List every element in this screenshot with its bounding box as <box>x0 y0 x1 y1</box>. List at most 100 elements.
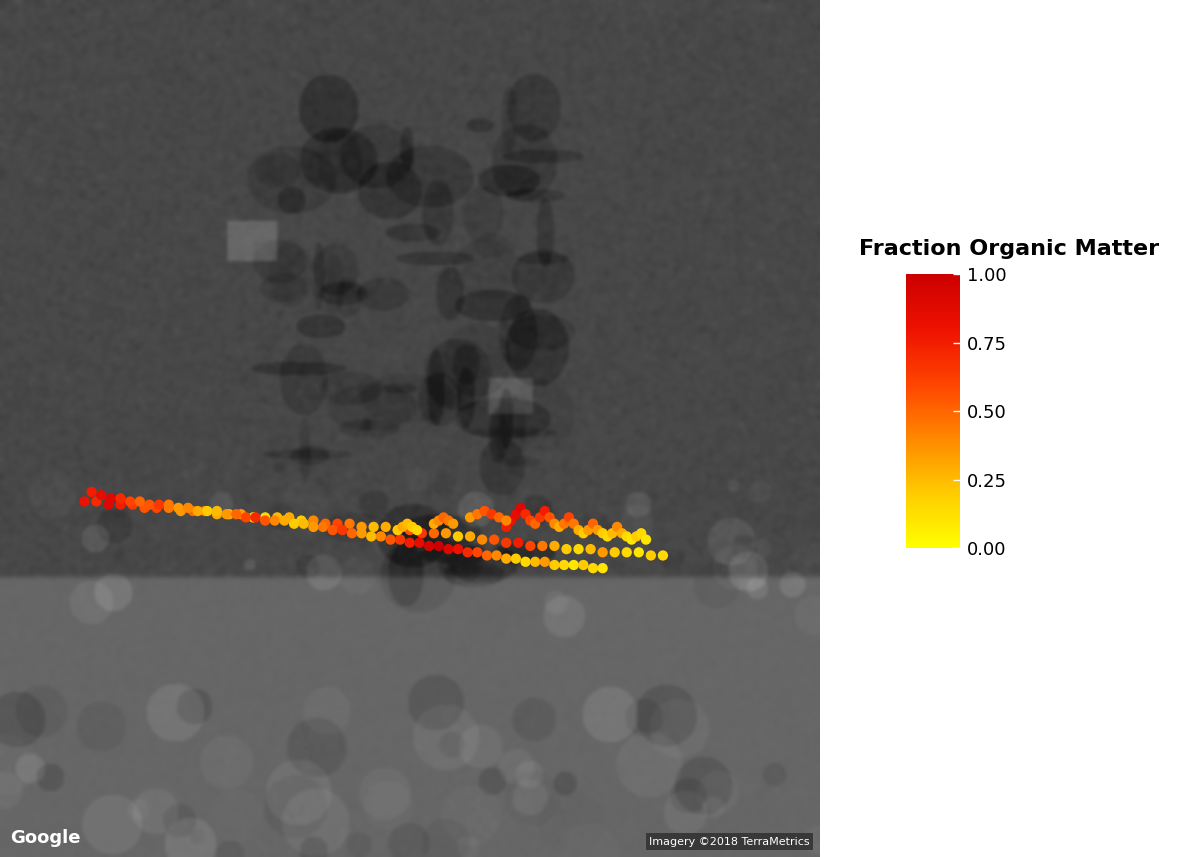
Point <box>629 545 648 559</box>
Point <box>304 520 323 534</box>
Point <box>110 491 130 505</box>
Text: Google: Google <box>10 829 80 847</box>
Point <box>425 517 444 530</box>
Point <box>468 507 487 521</box>
Point <box>502 513 521 527</box>
Point <box>380 533 400 547</box>
Point <box>294 517 313 530</box>
Point <box>550 520 569 534</box>
Point <box>400 536 419 549</box>
Point <box>101 491 120 505</box>
Point <box>403 520 422 534</box>
Point <box>574 526 593 540</box>
Point <box>390 533 409 547</box>
Point <box>468 545 487 559</box>
Point <box>172 504 191 518</box>
Point <box>583 561 602 575</box>
Point <box>506 552 526 566</box>
Point <box>612 526 631 540</box>
Point <box>516 555 535 569</box>
Point <box>430 513 449 527</box>
Point <box>461 530 480 543</box>
Point <box>388 524 407 537</box>
Point <box>304 513 323 527</box>
Point <box>439 542 458 556</box>
Point <box>217 507 236 521</box>
Point <box>593 545 612 559</box>
Point <box>516 507 535 521</box>
Point <box>530 511 550 524</box>
Point <box>511 501 530 515</box>
Point <box>196 504 215 518</box>
Point <box>256 513 275 527</box>
Point <box>437 526 456 540</box>
Point <box>574 558 593 572</box>
Point <box>439 513 458 527</box>
Point <box>497 520 516 534</box>
Point <box>292 513 311 527</box>
Point <box>284 517 304 530</box>
Point <box>361 530 380 543</box>
Point <box>376 520 395 534</box>
Point <box>340 517 359 530</box>
Point <box>150 498 169 512</box>
Point <box>478 548 497 562</box>
Point <box>569 524 588 537</box>
Point <box>535 555 554 569</box>
Point <box>449 542 468 556</box>
Point <box>388 524 407 537</box>
Point <box>602 526 622 540</box>
Point <box>236 511 256 524</box>
Point <box>490 511 509 524</box>
Point <box>413 526 432 540</box>
Point <box>545 539 564 553</box>
Point <box>227 507 246 521</box>
Point <box>256 511 275 524</box>
Point <box>497 513 516 527</box>
Point <box>208 507 227 521</box>
Point <box>578 524 598 537</box>
Point <box>526 555 545 569</box>
Point <box>364 520 383 534</box>
Point <box>588 524 607 537</box>
Point <box>352 520 371 534</box>
Point <box>246 511 265 524</box>
Point <box>641 548 660 562</box>
Point <box>475 504 494 518</box>
Point <box>497 552 516 566</box>
Point <box>82 485 101 499</box>
Point <box>122 498 142 512</box>
Point <box>169 501 188 515</box>
Point <box>98 498 118 512</box>
Point <box>323 524 342 537</box>
Point <box>268 511 287 524</box>
Point <box>458 545 478 559</box>
Point <box>559 511 578 524</box>
Point <box>420 539 439 553</box>
Point <box>540 511 559 524</box>
Point <box>598 530 617 543</box>
Point <box>487 548 506 562</box>
Point <box>184 504 203 518</box>
Point <box>316 517 335 530</box>
Point <box>607 520 626 534</box>
Point <box>160 501 179 515</box>
Point <box>473 533 492 547</box>
Point <box>86 494 106 508</box>
Point <box>371 530 390 543</box>
Point <box>425 526 444 540</box>
Point <box>569 542 588 556</box>
Point <box>545 517 564 530</box>
Point <box>434 511 454 524</box>
Point <box>275 513 294 527</box>
Point <box>328 517 347 530</box>
Point <box>392 520 412 534</box>
Point <box>535 504 554 518</box>
Point <box>509 536 528 549</box>
Point <box>313 520 332 534</box>
Point <box>430 539 449 553</box>
Point <box>593 526 612 540</box>
Point <box>232 507 251 521</box>
Point <box>352 526 371 540</box>
Point <box>140 498 160 512</box>
